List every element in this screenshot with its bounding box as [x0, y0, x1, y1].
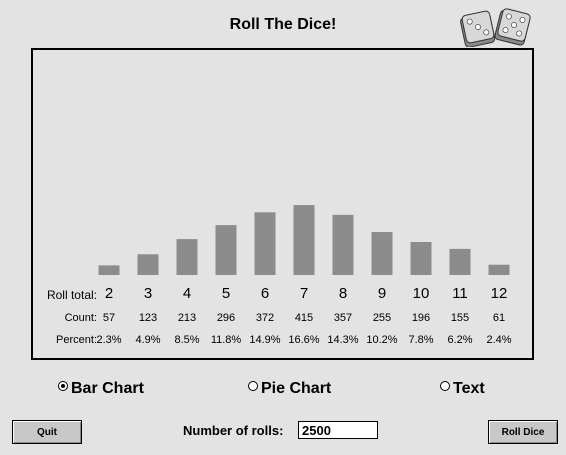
quit-button[interactable]: Quit: [12, 420, 82, 444]
roll-total-value: 7: [299, 285, 309, 302]
count-value: 57: [102, 312, 116, 324]
bar-3: [137, 254, 159, 275]
roll-total-value: 3: [143, 285, 153, 302]
count-value: 255: [372, 312, 392, 324]
bar-chart-radio[interactable]: [58, 381, 68, 391]
dice-icon: [460, 8, 531, 47]
bar-2: [98, 265, 120, 275]
bar-10: [410, 241, 432, 275]
bar-6: [254, 212, 276, 275]
chart-panel: Roll total: Count: Percent: 2 3 4 5 6 7 8 9 10 11…: [31, 48, 534, 360]
roll-total-value: 12: [490, 285, 508, 302]
percent-value: 2.3%: [96, 334, 122, 346]
pie-chart-option[interactable]: Pie Chart: [248, 380, 331, 398]
page-title: Roll The Dice!: [229, 16, 337, 33]
roll-total-value: 2: [104, 285, 114, 302]
count-value: 357: [333, 312, 353, 324]
percent-value: 8.5%: [174, 334, 200, 346]
count-value: 415: [294, 312, 314, 324]
count-label: Count:: [64, 312, 97, 324]
pie-chart-option-label: Pie Chart: [261, 380, 332, 397]
percent-value: 14.3%: [327, 334, 359, 346]
count-value: 196: [411, 312, 431, 324]
roll-total-value: 10: [412, 285, 430, 302]
count-value: 155: [450, 312, 470, 324]
count-value: 213: [177, 312, 197, 324]
pie-chart-radio[interactable]: [248, 381, 258, 391]
percent-value: 11.8%: [210, 334, 242, 346]
text-option[interactable]: Text: [440, 380, 485, 398]
text-option-label: Text: [453, 380, 485, 397]
roll-total-value: 6: [260, 285, 270, 302]
roll-total-value: 4: [182, 285, 192, 302]
count-value: 123: [138, 312, 158, 324]
percent-value: 4.9%: [135, 334, 161, 346]
bar-5: [215, 225, 237, 275]
percent-value: 16.6%: [288, 334, 320, 346]
number-of-rolls-input[interactable]: [298, 421, 378, 439]
bar-chart-option[interactable]: Bar Chart: [58, 380, 144, 398]
count-value: 372: [255, 312, 275, 324]
percent-value: 14.9%: [249, 334, 281, 346]
bar-chart-option-label: Bar Chart: [71, 380, 144, 397]
roll-total-value: 8: [338, 285, 348, 302]
percent-value: 7.8%: [408, 334, 434, 346]
percent-value: 6.2%: [447, 334, 473, 346]
percent-value: 10.2%: [366, 334, 398, 346]
roll-total-label: Roll total:: [46, 288, 97, 302]
percent-value: 2.4%: [486, 334, 512, 346]
roll-total-value: 11: [452, 285, 468, 302]
bar-11: [449, 248, 471, 275]
percent-label: Percent:: [56, 334, 97, 346]
bar-12: [488, 264, 510, 275]
bar-4: [176, 239, 198, 275]
text-radio[interactable]: [440, 381, 450, 391]
roll-total-value: 9: [377, 285, 387, 302]
number-of-rolls-label: Number of rolls:: [183, 423, 284, 438]
roll-total-value: 5: [221, 285, 231, 302]
bar-chart: [98, 205, 510, 275]
bar-7: [293, 205, 315, 275]
bar-9: [371, 232, 393, 275]
bar-8: [332, 214, 354, 275]
roll-dice-button[interactable]: Roll Dice: [488, 420, 558, 444]
count-value: 61: [492, 312, 506, 324]
count-value: 296: [216, 312, 236, 324]
